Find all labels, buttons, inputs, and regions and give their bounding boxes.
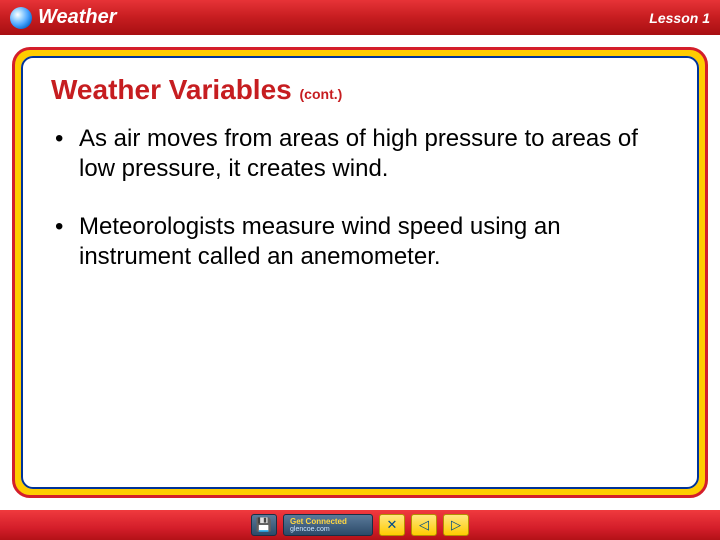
get-connected-button[interactable]: Get Connected glencoe.com (283, 514, 373, 536)
next-button[interactable]: ▷ (443, 514, 469, 536)
content-area: Weather Variables (cont.) As air moves f… (21, 56, 699, 489)
bullet-item: Meteorologists measure wind speed using … (51, 212, 669, 272)
next-icon: ▷ (451, 517, 461, 533)
section-title-text: Weather Variables (51, 74, 292, 105)
bullet-list: As air moves from areas of high pressure… (51, 124, 669, 272)
connected-url: glencoe.com (290, 526, 366, 533)
connected-title: Get Connected (290, 518, 366, 526)
prev-button[interactable]: ◁ (411, 514, 437, 536)
app-title: Weather (10, 6, 117, 29)
save-button[interactable]: 💾 (251, 514, 277, 536)
prev-icon: ◁ (419, 517, 429, 533)
lesson-label: Lesson 1 (649, 10, 710, 26)
save-icon: 💾 (256, 517, 272, 533)
section-title: Weather Variables (cont.) (51, 74, 669, 106)
cont-label: (cont.) (300, 86, 343, 102)
content-frame: Weather Variables (cont.) As air moves f… (0, 35, 720, 510)
footer-bar: 💾 Get Connected glencoe.com ✕ ◁ ▷ (0, 510, 720, 540)
bullet-item: As air moves from areas of high pressure… (51, 124, 669, 184)
slide: Weather Lesson 1 Weather Variables (cont… (0, 0, 720, 540)
inner-panel: Weather Variables (cont.) As air moves f… (12, 47, 708, 498)
close-icon: ✕ (387, 517, 398, 533)
title-text: Weather (38, 6, 117, 29)
close-button[interactable]: ✕ (379, 514, 405, 536)
header-bar: Weather Lesson 1 (0, 0, 720, 35)
